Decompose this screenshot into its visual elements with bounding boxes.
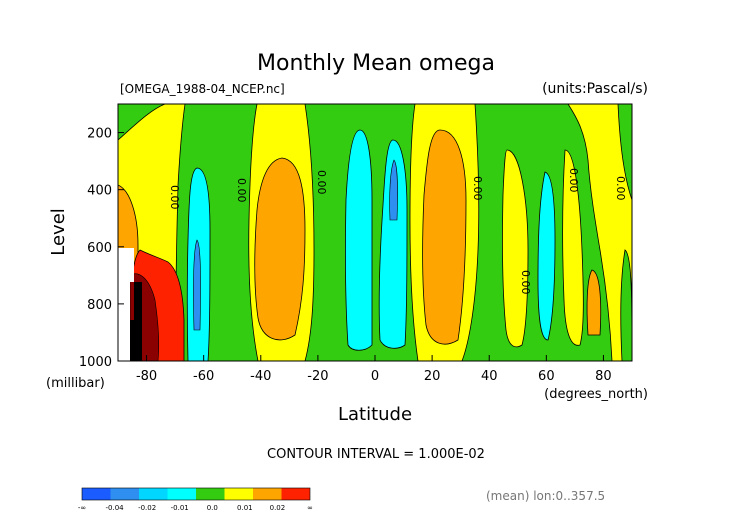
contour-fill-green-north-edge-2 bbox=[620, 249, 632, 361]
x-tick-label: 40 bbox=[481, 369, 498, 384]
x-tick-label: -20 bbox=[307, 369, 328, 384]
contour-zero-label-5: 0.00 bbox=[519, 270, 532, 295]
colorbar-swatch bbox=[224, 488, 253, 500]
colorbar-label: 0.02 bbox=[270, 504, 286, 512]
colorbar-swatch bbox=[139, 488, 168, 500]
contour-zero-label-4: 0.00 bbox=[471, 176, 484, 201]
y-tick-label: 800 bbox=[87, 298, 112, 313]
y-axis-title: Level bbox=[48, 208, 69, 256]
contour-fill-blue-tropics bbox=[389, 159, 398, 221]
colorbar-swatch bbox=[196, 488, 225, 500]
x-tick-label: -60 bbox=[193, 369, 214, 384]
x-tick-label: -80 bbox=[136, 369, 157, 384]
contour-fill-blue-south bbox=[193, 239, 201, 331]
contour-fill-yellow-north-1 bbox=[502, 149, 529, 348]
contour-fill-orange-mid-south bbox=[254, 157, 306, 341]
x-axis-title: Latitude bbox=[338, 404, 412, 425]
contour-zero-label-1: 0.00 bbox=[168, 185, 181, 210]
x-tick-label: -40 bbox=[250, 369, 271, 384]
y-tick-label: 400 bbox=[87, 184, 112, 199]
contour-zero-label-7: 0.00 bbox=[614, 176, 627, 201]
contour-fill-orange-mid-north bbox=[422, 129, 467, 345]
contour-zero-label-2: 0.00 bbox=[235, 178, 248, 203]
colorbar-swatch bbox=[167, 488, 196, 500]
x-axis-units: (degrees_north) bbox=[544, 387, 648, 402]
contour-interval-text: CONTOUR INTERVAL = 1.000E-02 bbox=[267, 447, 485, 462]
contour-fill-cyan-north bbox=[537, 171, 556, 341]
y-axis-units: (millibar) bbox=[46, 376, 105, 391]
terrain-black bbox=[130, 282, 142, 361]
colorbar: -∞ -0.04 -0.02 -0.01 0.0 0.01 0.02 ∞ bbox=[78, 487, 313, 512]
x-tick-label: 80 bbox=[595, 369, 612, 384]
contour-fill-yellow-north-2 bbox=[567, 104, 632, 361]
colorbar-label: -∞ bbox=[78, 504, 86, 512]
y-axis: 200 400 600 800 1000 bbox=[79, 127, 124, 370]
x-tick-label: 0 bbox=[371, 369, 379, 384]
y-tick-label: 1000 bbox=[79, 355, 112, 370]
x-tick-label: 60 bbox=[538, 369, 555, 384]
mean-note: (mean) lon:0..357.5 bbox=[486, 489, 605, 503]
colorbar-frame bbox=[81, 487, 311, 501]
colorbar-label: ∞ bbox=[307, 504, 313, 512]
contour-fill-yellow-north-3 bbox=[562, 149, 584, 346]
y-tick-label: 600 bbox=[87, 241, 112, 256]
colorbar-label: -0.02 bbox=[138, 504, 156, 512]
units-label: (units:Pascal/s) bbox=[542, 81, 648, 97]
contour-fill-cyan-tropics-2 bbox=[378, 139, 408, 349]
contour-fill-cyan-tropics bbox=[345, 129, 373, 351]
colorbar-swatch bbox=[82, 488, 111, 500]
plot-area: 0.00 0.00 0.00 0.00 0.00 0.00 0.00 bbox=[118, 104, 632, 361]
contour-zero-label-3: 0.00 bbox=[315, 170, 328, 195]
file-label: [OMEGA_1988-04_NCEP.nc] bbox=[120, 82, 285, 96]
x-tick-label: 20 bbox=[424, 369, 441, 384]
colorbar-label: 0.0 bbox=[207, 504, 218, 512]
contour-zero-label-6: 0.00 bbox=[567, 168, 580, 193]
y-tick-label: 200 bbox=[87, 127, 112, 142]
colorbar-swatch bbox=[281, 488, 310, 500]
colorbar-swatch bbox=[110, 488, 139, 500]
colorbar-label: 0.01 bbox=[237, 504, 253, 512]
x-axis: -80 -60 -40 -20 0 20 40 60 80 bbox=[136, 355, 612, 384]
colorbar-label: -0.01 bbox=[171, 504, 189, 512]
colorbar-label: -0.04 bbox=[106, 504, 125, 512]
colorbar-swatch bbox=[253, 488, 282, 500]
chart-title: Monthly Mean omega bbox=[257, 51, 495, 76]
contour-fill-orange-north bbox=[586, 269, 602, 336]
